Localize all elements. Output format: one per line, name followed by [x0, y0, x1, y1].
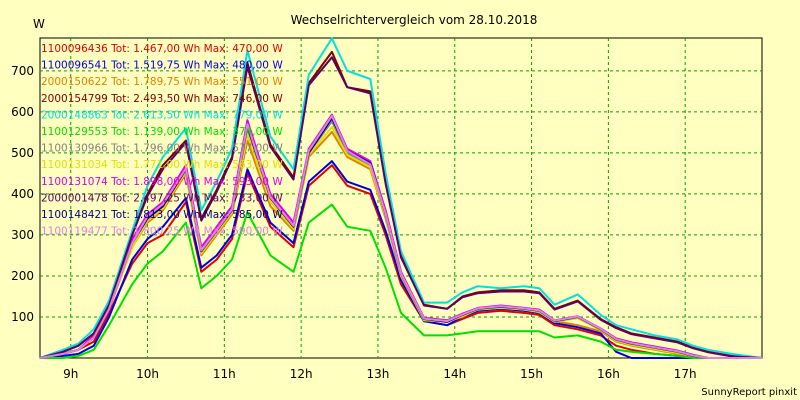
- x-tick-label: 17h: [674, 367, 697, 381]
- x-tick-label: 12h: [290, 367, 313, 381]
- legend-entry-1100130966: 1100130966 Tot: 1.796,00 Wh Max: 577,00 …: [41, 143, 283, 155]
- legend-entry-1100096436: 1100096436 Tot: 1.467,00 Wh Max: 470,00 …: [41, 43, 283, 55]
- chart-title: Wechselrichtervergleich vom 28.10.2018: [291, 13, 538, 27]
- y-tick-label: 300: [11, 228, 34, 242]
- x-tick-label: 15h: [520, 367, 543, 381]
- x-tick-label: 10h: [136, 367, 159, 381]
- plot-frame: [39, 37, 763, 359]
- y-tick-label: 700: [11, 64, 34, 78]
- legend-entry-2000148863: 2000148863 Tot: 2.613,50 Wh Max: 779,00 …: [41, 109, 283, 121]
- series-line-2000001478: [39, 56, 763, 359]
- x-tick-label: 13h: [367, 367, 390, 381]
- y-tick-label: 100: [11, 310, 34, 324]
- series-line-1100119477: [39, 114, 762, 359]
- x-tick-label: 11h: [213, 367, 236, 381]
- series-line-1100129553: [40, 203, 762, 359]
- y-tick-label: 200: [11, 269, 34, 283]
- legend-entry-2000154799: 2000154799 Tot: 2.493,50 Wh Max: 746,00 …: [41, 93, 283, 105]
- legend-entry-1100119477: 1100119477 Tot: 1.800,25 Wh Max: 590,00 …: [41, 226, 283, 238]
- x-tick-label: 16h: [597, 367, 620, 381]
- plot-area: 100 200 300 400 500 600 700 9h 10h 11h 12h 13h 14h 15…: [11, 37, 763, 381]
- footer-credit: SunnyReport pinxit: [701, 387, 797, 398]
- legend-entry-1100131074: 1100131074 Tot: 1.898,00 Wh Max: 593,00 …: [41, 176, 283, 188]
- legend-entry-1100131034: 1100131034 Tot: 1.771,00 Wh Max: 563,00 …: [41, 159, 283, 171]
- legend-entry-1100096541: 1100096541 Tot: 1.519,75 Wh Max: 480,00 …: [41, 60, 283, 72]
- series-line-1100096541: [39, 160, 762, 359]
- series-line-1100096436: [39, 164, 762, 359]
- y-axis-label: W: [33, 17, 45, 31]
- legend-entry-2000150622: 2000150622 Tot: 1.789,75 Wh Max: 551,00 …: [41, 76, 283, 88]
- x-tick-label: 14h: [443, 367, 466, 381]
- y-tick-label: 500: [11, 146, 34, 160]
- y-tick-label: 600: [11, 105, 34, 119]
- x-tick-label: 9h: [63, 367, 78, 381]
- legend-entry-1100148421: 1100148421 Tot: 1.813,00 Wh Max: 585,00 …: [41, 209, 283, 221]
- y-tick-label: 400: [11, 187, 34, 201]
- series-line-2000148863: [39, 37, 763, 359]
- legend-entry-1100129553: 1100129553 Tot: 1.139,00 Wh Max: 374,00 …: [41, 126, 283, 138]
- legend-entry-2000001478: 2000001478 Tot: 2.497,25 Wh Max: 733,00 …: [41, 192, 283, 204]
